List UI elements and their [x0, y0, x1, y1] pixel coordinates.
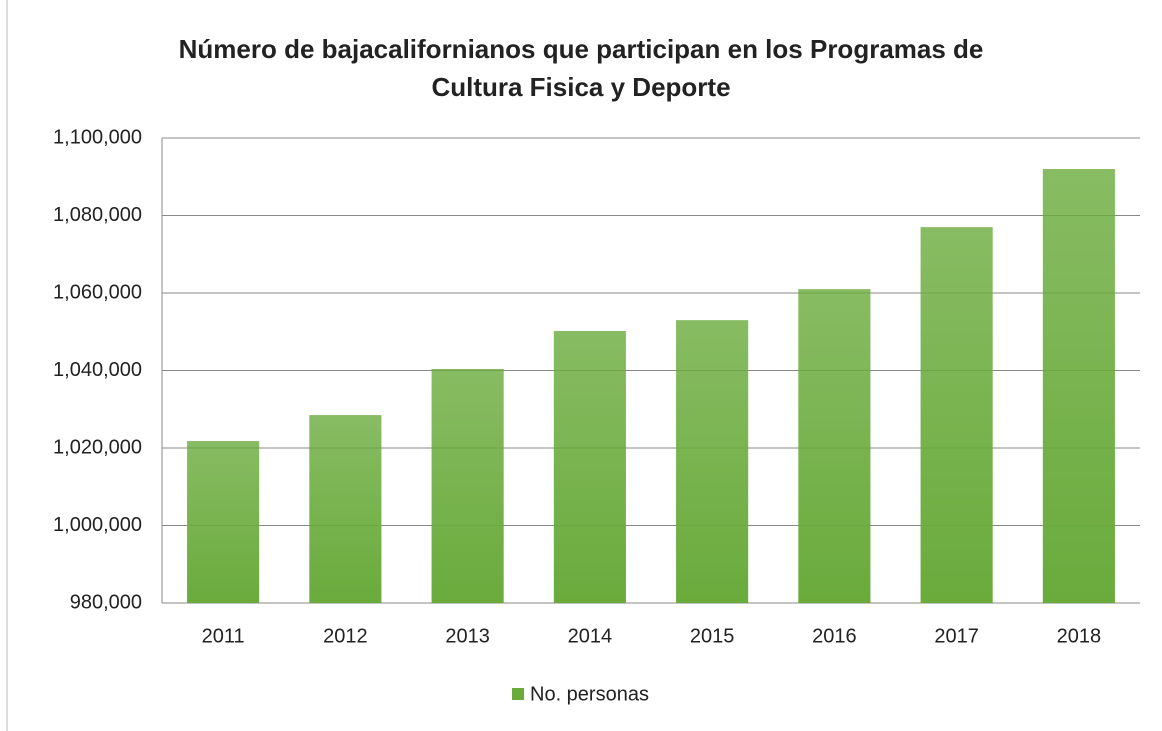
- x-tick-label: 2013: [445, 625, 490, 647]
- x-tick-label: 2012: [323, 625, 368, 647]
- bar: [187, 441, 260, 603]
- y-tick-label: 1,020,000: [53, 436, 142, 458]
- y-tick-label: 1,060,000: [53, 281, 142, 303]
- bar: [309, 415, 382, 603]
- x-tick-label: 2011: [202, 625, 245, 647]
- y-tick-label: 1,040,000: [53, 359, 142, 381]
- x-tick-label: 2016: [812, 625, 857, 647]
- y-tick-label: 1,000,000: [53, 514, 142, 536]
- bar: [431, 368, 504, 603]
- bar: [798, 289, 871, 603]
- bar: [553, 330, 626, 603]
- legend-swatch: [512, 688, 524, 700]
- y-tick-label: 1,100,000: [53, 126, 142, 148]
- x-tick-label: 2015: [690, 625, 735, 647]
- bar: [676, 320, 749, 603]
- legend-label: No. personas: [530, 683, 649, 705]
- x-tick-label: 2018: [1057, 625, 1102, 647]
- x-tick-label: 2014: [568, 625, 613, 647]
- chart-title: Número de bajacalifornianos que particip…: [178, 34, 984, 102]
- y-tick-label: 1,080,000: [53, 204, 142, 226]
- bar: [1042, 169, 1115, 603]
- y-tick-label: 980,000: [70, 591, 142, 613]
- x-tick-label: 2017: [934, 625, 979, 647]
- bar: [920, 227, 993, 603]
